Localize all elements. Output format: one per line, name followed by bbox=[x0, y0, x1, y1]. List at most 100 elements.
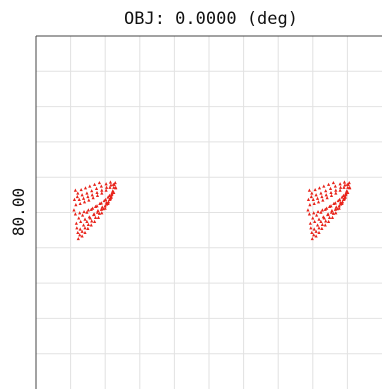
spot-point-right bbox=[329, 193, 334, 197]
spot-point-right bbox=[338, 188, 342, 192]
spot-field-right bbox=[306, 180, 352, 241]
spot-point-right bbox=[311, 197, 315, 201]
spot-point-right bbox=[323, 223, 327, 227]
spot-point-left bbox=[105, 185, 109, 189]
spot-point-left bbox=[95, 193, 100, 197]
spot-point-right bbox=[313, 187, 317, 192]
spot-point-right bbox=[329, 190, 333, 195]
spot-point-left bbox=[95, 190, 99, 195]
spot-point-left bbox=[75, 226, 79, 230]
spot-point-right bbox=[314, 229, 318, 233]
spot-point-left bbox=[86, 222, 90, 226]
spot-point-right bbox=[315, 196, 320, 200]
spot-point-left bbox=[90, 193, 94, 197]
spot-point-left bbox=[98, 201, 102, 206]
spot-point-left bbox=[73, 188, 77, 192]
spot-point-right bbox=[316, 200, 321, 204]
spot-point-left bbox=[113, 180, 117, 185]
spot-point-left bbox=[88, 216, 92, 220]
spot-point-right bbox=[319, 210, 323, 214]
spot-point-left bbox=[90, 189, 94, 193]
spot-point-right bbox=[344, 191, 348, 195]
y-axis-label: 80.00 bbox=[9, 188, 28, 236]
spot-point-right bbox=[342, 180, 347, 184]
grid-lines bbox=[36, 36, 382, 389]
spot-point-right bbox=[333, 207, 337, 211]
spot-point-left bbox=[99, 207, 103, 211]
spot-point-left bbox=[106, 195, 110, 199]
spot-point-left bbox=[80, 193, 84, 197]
spot-point-right bbox=[320, 222, 324, 226]
spot-point-left bbox=[107, 193, 112, 197]
spot-point-right bbox=[330, 215, 335, 219]
spot-point-right bbox=[322, 216, 326, 220]
spot-point-left bbox=[94, 186, 99, 190]
spot-point-right bbox=[314, 193, 318, 197]
spot-point-left bbox=[93, 204, 98, 208]
spot-point-left bbox=[92, 212, 96, 216]
spot-point-left bbox=[111, 182, 115, 186]
spot-point-right bbox=[338, 197, 342, 201]
spot-point-right bbox=[332, 201, 336, 206]
spot-point-right bbox=[330, 208, 334, 213]
spot-point-left bbox=[77, 216, 81, 220]
spot-point-right bbox=[343, 183, 347, 187]
spot-point-left bbox=[106, 200, 111, 204]
spot-point-left bbox=[72, 197, 77, 201]
spot-point-right bbox=[334, 211, 338, 215]
spot-point-left bbox=[86, 226, 90, 230]
spot-point-left bbox=[80, 234, 84, 238]
spot-point-left bbox=[81, 196, 86, 200]
spot-point-right bbox=[348, 185, 352, 189]
spot-point-left bbox=[74, 221, 78, 225]
spot-point-left bbox=[97, 180, 101, 185]
spot-point-left bbox=[104, 197, 108, 201]
spot-point-left bbox=[91, 196, 95, 200]
spot-point-right bbox=[325, 206, 329, 210]
spot-point-left bbox=[96, 215, 101, 219]
spot-point-left bbox=[110, 191, 114, 195]
spot-point-left bbox=[83, 226, 87, 230]
spot-point-left bbox=[74, 203, 78, 207]
spot-point-right bbox=[312, 233, 316, 237]
spot-point-right bbox=[340, 195, 344, 199]
spot-point-right bbox=[306, 197, 311, 201]
spot-point-right bbox=[331, 211, 335, 215]
spot-point-right bbox=[319, 219, 323, 224]
spot-point-right bbox=[314, 234, 318, 238]
spot-point-right bbox=[334, 205, 338, 209]
spot-point-right bbox=[309, 226, 313, 230]
spot-point-right bbox=[323, 207, 327, 211]
spot-point-right bbox=[342, 185, 346, 189]
spot-point-left bbox=[108, 196, 113, 200]
spot-point-right bbox=[319, 191, 323, 195]
spot-point-left bbox=[79, 219, 83, 224]
spot-point-right bbox=[324, 219, 328, 223]
spot-point-right bbox=[324, 193, 328, 197]
spot-point-left bbox=[99, 184, 103, 188]
spot-point-left bbox=[82, 200, 87, 204]
spot-point-right bbox=[340, 201, 344, 206]
spot-point-left bbox=[108, 185, 112, 189]
spot-point-right bbox=[317, 226, 321, 230]
spot-point-left bbox=[89, 207, 93, 211]
spot-point-right bbox=[338, 182, 342, 186]
spot-point-right bbox=[337, 204, 341, 208]
spot-point-right bbox=[322, 184, 326, 188]
spot-point-right bbox=[341, 193, 346, 197]
spot-point-left bbox=[100, 191, 104, 195]
spot-point-left bbox=[77, 197, 81, 201]
spot-point-left bbox=[93, 215, 98, 219]
spot-point-left bbox=[72, 208, 76, 212]
spot-point-right bbox=[327, 204, 332, 208]
spot-point-right bbox=[342, 196, 347, 200]
spot-point-right bbox=[320, 208, 324, 212]
spot-point-left bbox=[89, 223, 93, 227]
spot-point-left bbox=[106, 201, 110, 206]
spot-point-left bbox=[93, 219, 97, 224]
spot-point-left bbox=[102, 198, 106, 203]
spot-point-right bbox=[310, 230, 314, 235]
spot-point-left bbox=[80, 229, 84, 233]
spot-point-left bbox=[79, 187, 83, 192]
